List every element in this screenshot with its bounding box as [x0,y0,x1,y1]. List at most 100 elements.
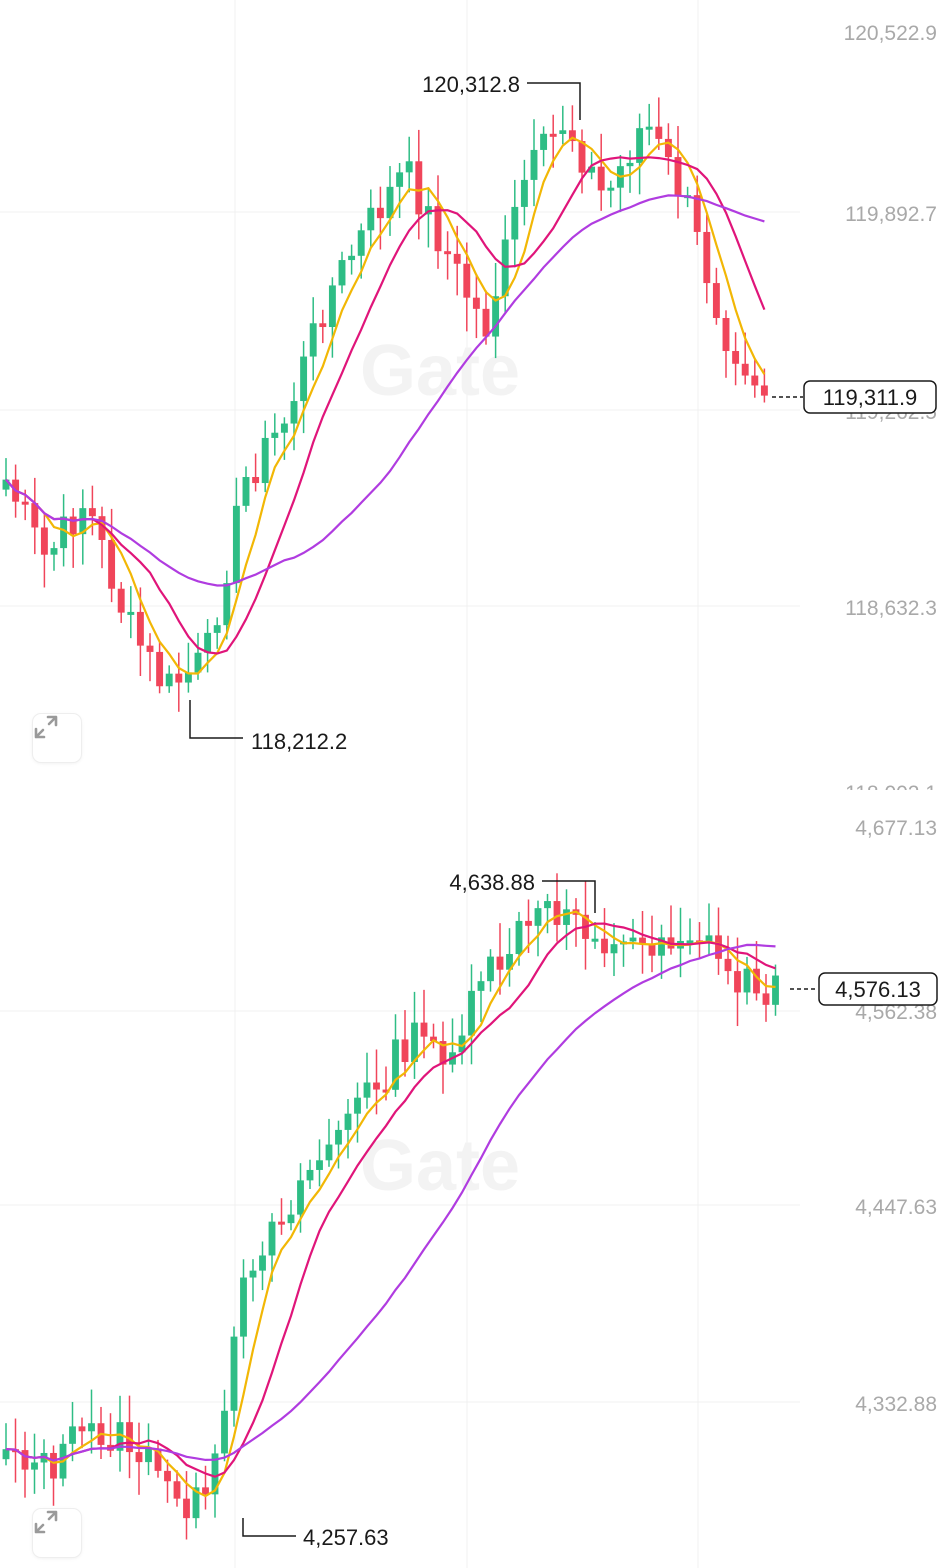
candle-body [280,423,288,433]
candle-body [221,1410,228,1454]
candle-body [658,937,665,956]
grid [0,790,800,1568]
expand-chart-button[interactable] [33,714,81,762]
last-price-marker: 119,311.9 [772,380,937,414]
candle-body [98,516,106,540]
y-axis: 4,677.13 4,562.38 4,447.63 4,332.88 [855,817,937,1416]
candle-body [300,356,308,402]
candle-body [762,993,770,1005]
candle-body [242,477,250,506]
candle-body [760,385,768,396]
y-tick: 118,002.1 [845,782,937,790]
candle-body [396,172,404,187]
candle-body [487,956,494,982]
candle-body [328,285,336,328]
candle-body [578,141,586,173]
candle-body [386,186,394,219]
candle-body [127,611,135,615]
candle-body [156,651,164,687]
candle-body [338,260,346,286]
candle-body [549,133,557,137]
candle-body [753,968,760,994]
candle-body [664,138,672,158]
candle-body [540,133,548,150]
y-tick: 118,632.3 [845,597,937,620]
y-tick: 4,562.38 [855,1001,937,1024]
candle-body [741,363,749,376]
ma-mid-line [5,156,766,655]
candle-body [357,230,365,256]
btc-chart-panel: Gate 120,522.9 119,892.7 119,262.5 118,6… [0,0,937,790]
candle-body [354,1097,361,1114]
candle-body [382,1089,390,1093]
candle-body [492,296,500,337]
watermark: Gate [360,1126,520,1206]
y-tick: 119,892.7 [845,203,937,226]
candle-body [401,1039,409,1063]
candle-body [732,351,740,364]
candle-body [213,625,221,633]
candle-body [290,401,298,424]
candle-body [734,971,741,993]
candle-body [530,149,538,180]
candle-body [173,1481,181,1499]
candle-body [415,161,423,215]
candle-body [553,901,561,925]
candle-body [184,672,192,683]
eth-candlestick-chart: Gate 4,677.13 4,562.38 4,447.63 4,332.88… [0,790,938,1568]
candle-body [21,501,29,505]
candle-body [515,920,523,955]
high-label: 4,638.88 [449,870,535,895]
candle-body [325,1144,333,1161]
candle-body [444,251,452,255]
low-marker: 4,257.63 [242,1518,389,1550]
candle-body [88,1423,95,1432]
expand-icon [34,1510,58,1534]
candle-body [164,1470,171,1482]
candle-body [743,968,751,993]
expand-chart-button[interactable] [33,1509,81,1557]
btc-candlestick-chart: Gate 120,522.9 119,892.7 119,262.5 118,6… [0,0,937,790]
candle-body [506,954,513,970]
candle-body [309,323,317,357]
candle-body [278,1221,285,1225]
candle-body [439,1041,447,1065]
candle-body [306,1169,314,1181]
candle-body [520,179,528,207]
candle-body [373,1082,380,1090]
candle-body [21,1450,29,1470]
candle-body [482,308,490,337]
candle-body [194,652,202,673]
candle-body [636,128,644,163]
candle-body [655,126,663,139]
candle-body [31,503,39,528]
candle-body [434,206,442,252]
candle-body [116,1422,124,1451]
candle-body [335,1129,342,1145]
low-marker: 118,212.2 [189,700,347,754]
candle-body [648,943,656,956]
candle-body [69,1426,76,1444]
candle-body [146,645,154,652]
candle-body [175,673,183,683]
candle-body [78,1426,86,1432]
candle-body [232,505,240,584]
candle-body [50,1452,57,1479]
candle-body [607,187,615,191]
high-marker: 4,638.88 [449,870,596,913]
candle-body [458,1035,466,1053]
candle-body [319,323,327,328]
y-tick: 4,677.13 [855,817,937,840]
last-price-marker: 4,576.13 [790,972,938,1006]
eth-chart-panel: Gate 4,677.13 4,562.38 4,447.63 4,332.88… [0,790,948,1568]
candle-body [192,1487,200,1519]
candle-body [376,207,384,219]
candle-body [751,375,759,386]
candle-body [722,318,730,352]
candle-body [297,1180,304,1215]
candle-body [405,161,413,173]
candle-body [344,1113,352,1130]
candle-body [693,195,701,232]
candle-body [601,938,608,954]
candle-body [626,162,634,167]
